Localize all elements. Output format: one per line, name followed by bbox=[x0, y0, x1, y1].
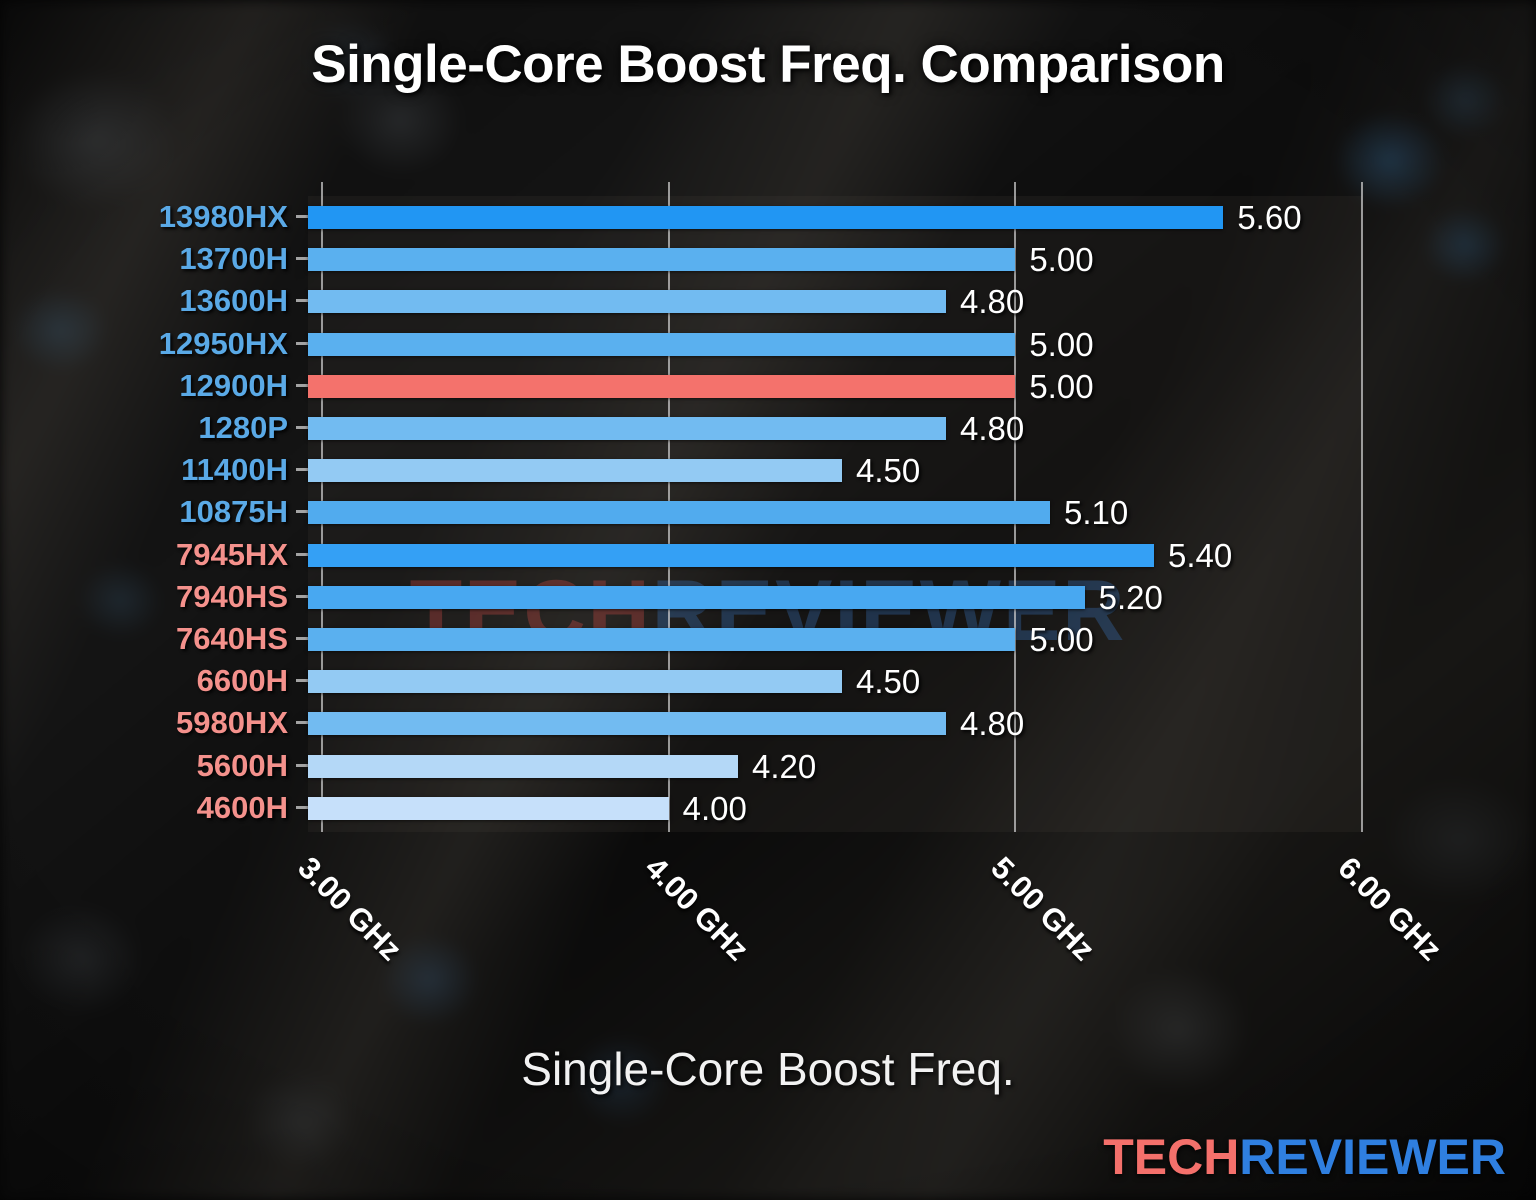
techreviewer-logo: TECHREVIEWER bbox=[1103, 1128, 1506, 1186]
bar-highlighted bbox=[308, 374, 1016, 398]
x-tick-label: 6.00 GHz bbox=[1331, 850, 1449, 968]
bar-value-label: 4.80 bbox=[960, 283, 1025, 321]
bar-row: 1280P 4.80 bbox=[0, 407, 1536, 449]
bar-row: 10875H 5.10 bbox=[0, 491, 1536, 533]
bar bbox=[308, 628, 1016, 651]
bar-row: 13600H 4.80 bbox=[0, 280, 1536, 322]
category-label: 7640HS bbox=[175, 621, 288, 656]
category-label: 7940HS bbox=[175, 578, 288, 614]
bar-row: 7640HS 5.00 bbox=[0, 618, 1536, 660]
y-axis-tickmark bbox=[296, 257, 308, 261]
y-axis-tickmark bbox=[296, 299, 308, 303]
bar-value-label: 4.50 bbox=[856, 452, 921, 490]
category-label: 7945HX bbox=[175, 536, 288, 572]
category-label: 13600H bbox=[179, 283, 288, 319]
bar-row: 7945HX 5.40 bbox=[0, 534, 1536, 576]
category-label: 5980HX bbox=[175, 705, 288, 741]
y-axis-tickmark bbox=[296, 594, 308, 598]
x-tick-label: 3.00 GHz bbox=[291, 850, 409, 968]
bar bbox=[308, 459, 842, 483]
bar-value-label: 5.00 bbox=[1029, 621, 1094, 658]
bar-value-label: 4.00 bbox=[682, 789, 747, 827]
category-label: 13980HX bbox=[158, 199, 288, 234]
logo-tech-text: TECH bbox=[1103, 1129, 1240, 1185]
bar-row: 12900H 5.00 bbox=[0, 365, 1536, 407]
x-tick-label: 5.00 GHz bbox=[984, 850, 1102, 968]
bar bbox=[308, 206, 1224, 229]
category-label: 11400H bbox=[181, 452, 288, 488]
y-axis-tickmark bbox=[296, 637, 308, 640]
bar bbox=[308, 712, 946, 736]
y-axis-tickmark bbox=[296, 426, 308, 429]
category-label: 4600H bbox=[196, 789, 288, 825]
category-label: 5600H bbox=[196, 747, 288, 783]
y-axis-tickmark bbox=[296, 468, 308, 472]
bar-value-label: 5.00 bbox=[1029, 325, 1094, 363]
bar bbox=[308, 248, 1016, 272]
bar-row: 5600H 4.20 bbox=[0, 745, 1536, 787]
x-axis-title: Single-Core Boost Freq. bbox=[521, 1043, 1015, 1095]
y-axis-tickmark bbox=[296, 510, 308, 514]
bar-value-label: 4.80 bbox=[960, 410, 1025, 447]
category-label: 1280P bbox=[198, 410, 288, 445]
y-axis-tickmark bbox=[296, 721, 308, 725]
bar-value-label: 5.20 bbox=[1098, 578, 1163, 616]
y-axis-tickmark bbox=[296, 679, 308, 683]
category-label: 12950HX bbox=[158, 325, 288, 361]
bar bbox=[308, 332, 1016, 356]
bar-row: 11400H 4.50 bbox=[0, 449, 1536, 491]
y-axis-tickmark bbox=[296, 383, 308, 387]
chart-title: Single-Core Boost Freq. Comparison bbox=[311, 35, 1225, 94]
y-axis-tickmark bbox=[296, 805, 308, 809]
y-axis-tickmark bbox=[296, 763, 308, 767]
bar bbox=[308, 585, 1085, 609]
x-tick-label: 4.00 GHz bbox=[637, 850, 756, 968]
bar-value-label: 4.20 bbox=[752, 747, 817, 785]
bar-row: 7940HS 5.20 bbox=[0, 576, 1536, 618]
logo-reviewer-text: REVIEWER bbox=[1239, 1129, 1506, 1185]
bar bbox=[308, 417, 946, 440]
bar-row: 4600H 4.00 bbox=[0, 787, 1536, 829]
gridline-6-00-ghz bbox=[1361, 182, 1363, 832]
bar bbox=[308, 543, 1154, 567]
category-label: 13700H bbox=[179, 241, 288, 277]
bar bbox=[308, 290, 946, 314]
bar-row: 13700H 5.00 bbox=[0, 238, 1536, 280]
bar-value-label: 4.80 bbox=[960, 705, 1025, 743]
bar-row: 6600H 4.50 bbox=[0, 660, 1536, 702]
category-label: 6600H bbox=[196, 663, 288, 699]
bar-value-label: 5.40 bbox=[1168, 536, 1233, 574]
bar bbox=[308, 754, 738, 778]
bar bbox=[308, 501, 1050, 525]
bar-row: 12950HX 5.00 bbox=[0, 323, 1536, 365]
bar-row: 5980HX 4.80 bbox=[0, 702, 1536, 744]
bar-value-label: 5.10 bbox=[1064, 494, 1129, 532]
y-axis-tickmark bbox=[296, 341, 308, 345]
bar bbox=[308, 796, 669, 820]
bar-row: 13980HX 5.60 bbox=[0, 196, 1536, 238]
bar-value-label: 5.00 bbox=[1029, 241, 1094, 279]
bar-value-label: 5.00 bbox=[1029, 367, 1094, 405]
bar-value-label: 4.50 bbox=[856, 663, 921, 701]
category-label: 10875H bbox=[179, 494, 288, 530]
bar bbox=[308, 670, 842, 694]
y-axis-tickmark bbox=[296, 215, 308, 218]
y-axis-tickmark bbox=[296, 552, 308, 556]
bar-value-label: 5.60 bbox=[1237, 199, 1302, 236]
category-label: 12900H bbox=[179, 367, 288, 403]
